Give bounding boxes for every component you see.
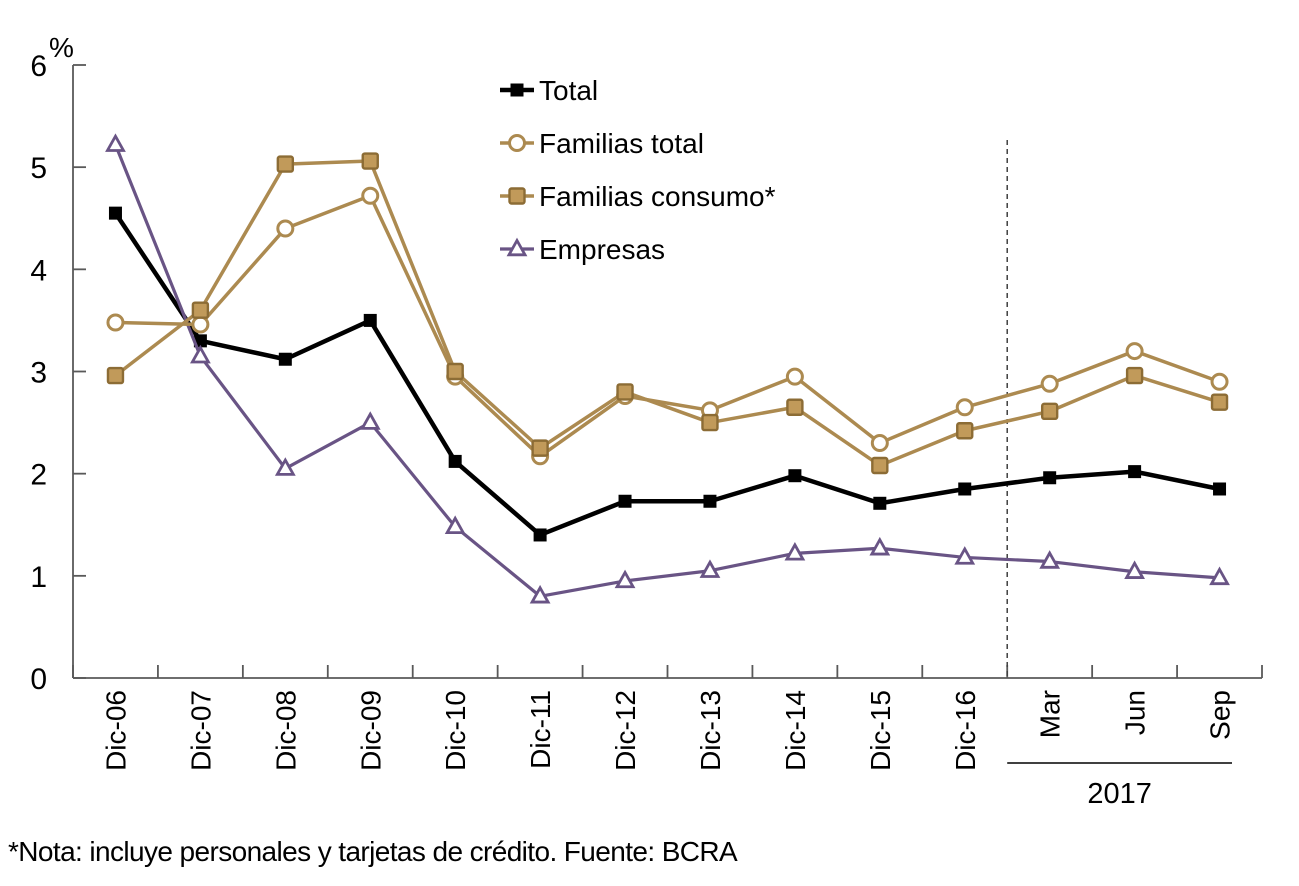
x-axis-label-dic-06: Dic-06	[100, 690, 131, 771]
legend-label-familias-total: Familias total	[539, 128, 704, 159]
delinquency-line-chart: 0 1 2 3 4 5 6% Dic-06 Dic-07 Dic-08 Dic-09 Dic-10 Di…	[30, 32, 1263, 810]
data-point-marker	[955, 398, 974, 417]
data-point-marker	[701, 413, 719, 432]
data-point-marker	[954, 546, 976, 565]
series-total	[108, 206, 1227, 542]
data-point-marker	[274, 457, 296, 476]
data-point-marker	[533, 528, 547, 542]
data-point-marker	[1128, 465, 1142, 479]
legend-item-total: Total	[500, 75, 598, 106]
data-point-marker	[105, 133, 126, 152]
y-axis-label: 4	[30, 254, 47, 287]
data-point-marker	[869, 536, 891, 556]
chart-footnote: *Nota: incluye personales y tarjetas de …	[8, 836, 738, 867]
x-axis-label-dic-08: Dic-08	[270, 690, 301, 771]
y-axis-unit-label: %	[49, 32, 74, 63]
series-empresas	[105, 133, 1230, 604]
data-point-marker	[1039, 550, 1061, 569]
year-group-label: 2017	[1087, 778, 1152, 810]
y-axis-label: 5	[30, 152, 47, 185]
data-point-marker	[616, 383, 634, 401]
x-axis-label-dic-10: Dic-10	[440, 690, 471, 771]
y-axis-label: 2	[30, 459, 47, 492]
data-point-marker	[529, 584, 551, 604]
y-axis-label: 1	[30, 561, 47, 594]
data-point-marker	[359, 411, 381, 430]
data-point-marker	[191, 315, 210, 334]
x-axis-label-dic-16: Dic-16	[950, 690, 981, 771]
legend-label-empresas: Empresas	[539, 234, 665, 265]
series-familias-consumo	[106, 152, 1229, 475]
legend-item-familias-consumo: Familias consumo*	[500, 181, 776, 212]
data-point-marker	[786, 398, 804, 416]
data-point-marker	[956, 422, 974, 440]
data-point-marker	[1125, 366, 1144, 385]
x-axis-label-dic-14: Dic-14	[780, 690, 811, 771]
data-point-marker	[106, 313, 125, 332]
x-axis-label-dic-15: Dic-15	[865, 690, 896, 771]
x-axis-label-dic-12: Dic-12	[610, 690, 641, 771]
y-axis-label: 6	[30, 50, 47, 83]
data-point-marker	[446, 362, 464, 381]
y-axis-label: 0	[30, 663, 47, 696]
x-axis-label-dic-13: Dic-13	[695, 690, 726, 771]
series-line-empresas	[113, 143, 1222, 598]
data-point-marker	[531, 439, 549, 457]
data-point-marker	[361, 152, 379, 170]
data-point-marker	[785, 367, 804, 386]
data-point-marker	[618, 494, 632, 508]
data-point-marker	[1040, 374, 1059, 393]
data-point-marker	[276, 219, 295, 238]
data-point-marker	[1213, 482, 1227, 496]
data-point-marker	[870, 434, 889, 453]
x-axis-label-dic-07: Dic-07	[185, 690, 216, 771]
legend-label-familias-consumo: Familias consumo*	[539, 181, 776, 212]
data-point-marker	[278, 352, 292, 366]
series-line-total	[113, 210, 1222, 538]
legend-item-familias-total: Familias total	[500, 128, 704, 159]
data-point-marker	[108, 206, 122, 220]
data-point-marker	[363, 313, 377, 327]
data-point-marker	[190, 344, 211, 364]
data-point-marker	[871, 456, 889, 475]
x-axis-label-jun: Jun	[1120, 690, 1151, 735]
data-point-marker	[1210, 372, 1229, 391]
data-point-marker	[510, 83, 524, 97]
series-familias-total	[106, 186, 1229, 466]
data-point-marker	[1125, 342, 1144, 361]
data-point-marker	[788, 469, 802, 483]
y-axis-label: 3	[30, 357, 47, 390]
data-point-marker	[1210, 393, 1229, 411]
series-line-familias-total	[113, 194, 1222, 459]
data-point-marker	[276, 155, 295, 173]
data-point-marker	[448, 454, 462, 468]
data-point-marker	[508, 134, 526, 152]
data-point-marker	[1124, 560, 1145, 579]
data-point-marker	[1043, 471, 1057, 485]
x-axis-label-dic-11: Dic-11	[525, 690, 556, 769]
series-line-familias-consumo	[113, 159, 1222, 468]
x-axis-label-dic-09: Dic-09	[355, 690, 386, 771]
x-axis-label-sep: Sep	[1205, 690, 1236, 740]
data-point-marker	[703, 494, 717, 508]
data-point-marker	[106, 366, 125, 385]
data-point-marker	[506, 237, 528, 257]
data-point-marker	[699, 559, 721, 578]
data-point-marker	[361, 186, 380, 205]
data-point-marker	[191, 301, 210, 319]
data-point-marker	[1209, 566, 1230, 586]
data-point-marker	[958, 482, 972, 496]
data-point-marker	[444, 515, 466, 534]
data-point-marker	[614, 569, 636, 589]
data-point-marker	[784, 541, 806, 561]
data-point-marker	[873, 496, 887, 510]
legend-label-total: Total	[539, 75, 598, 106]
data-point-marker	[508, 187, 526, 205]
chart-area: 0 1 2 3 4 5 6% Dic-06 Dic-07 Dic-08 Dic-09 Dic-10 Di…	[30, 32, 1263, 810]
x-axis-label-mar: Mar	[1035, 690, 1066, 738]
data-point-marker	[1040, 402, 1059, 421]
legend-item-empresas: Empresas	[500, 234, 665, 265]
